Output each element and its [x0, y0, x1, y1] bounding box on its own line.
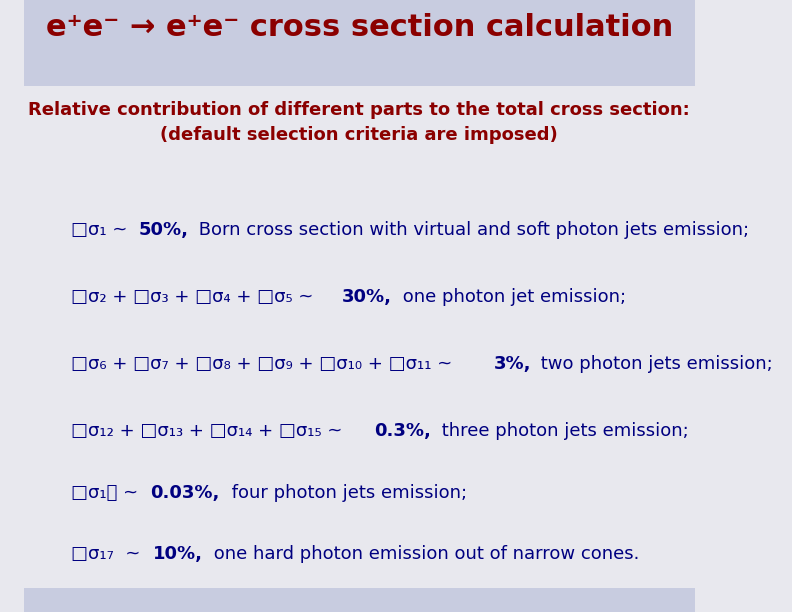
- Text: □σ₁₂ + □σ₁₃ + □σ₁₄ + □σ₁₅ ~: □σ₁₂ + □σ₁₃ + □σ₁₄ + □σ₁₅ ~: [71, 422, 348, 441]
- FancyBboxPatch shape: [24, 588, 695, 612]
- Text: one hard photon emission out of narrow cones.: one hard photon emission out of narrow c…: [208, 545, 639, 563]
- Text: four photon jets emission;: four photon jets emission;: [227, 483, 467, 502]
- FancyBboxPatch shape: [24, 0, 695, 86]
- Text: e⁺e⁻ → e⁺e⁻ cross section calculation: e⁺e⁻ → e⁺e⁻ cross section calculation: [46, 13, 673, 42]
- Text: two photon jets emission;: two photon jets emission;: [535, 355, 772, 373]
- Text: □σ₁₇  ~: □σ₁₇ ~: [71, 545, 146, 563]
- Text: □σ₁ ~: □σ₁ ~: [71, 220, 133, 239]
- Text: □σ₆ + □σ₇ + □σ₈ + □σ₉ + □σ₁₀ + □σ₁₁ ~: □σ₆ + □σ₇ + □σ₈ + □σ₉ + □σ₁₀ + □σ₁₁ ~: [71, 355, 458, 373]
- Text: 0.3%,: 0.3%,: [374, 422, 431, 441]
- Text: 50%,: 50%,: [139, 220, 188, 239]
- Text: □σ₂ + □σ₃ + □σ₄ + □σ₅ ~: □σ₂ + □σ₃ + □σ₄ + □σ₅ ~: [71, 288, 319, 306]
- Text: □σ₁⁦ ~: □σ₁⁦ ~: [71, 483, 144, 502]
- Text: 30%,: 30%,: [342, 288, 392, 306]
- Text: one photon jet emission;: one photon jet emission;: [397, 288, 626, 306]
- Text: Relative contribution of different parts to the total cross section:
(default se: Relative contribution of different parts…: [29, 101, 690, 144]
- Text: three photon jets emission;: three photon jets emission;: [436, 422, 688, 441]
- Text: 0.03%,: 0.03%,: [150, 483, 220, 502]
- Text: 10%,: 10%,: [153, 545, 203, 563]
- Text: 3%,: 3%,: [493, 355, 531, 373]
- Text: Born cross section with virtual and soft photon jets emission;: Born cross section with virtual and soft…: [193, 220, 749, 239]
